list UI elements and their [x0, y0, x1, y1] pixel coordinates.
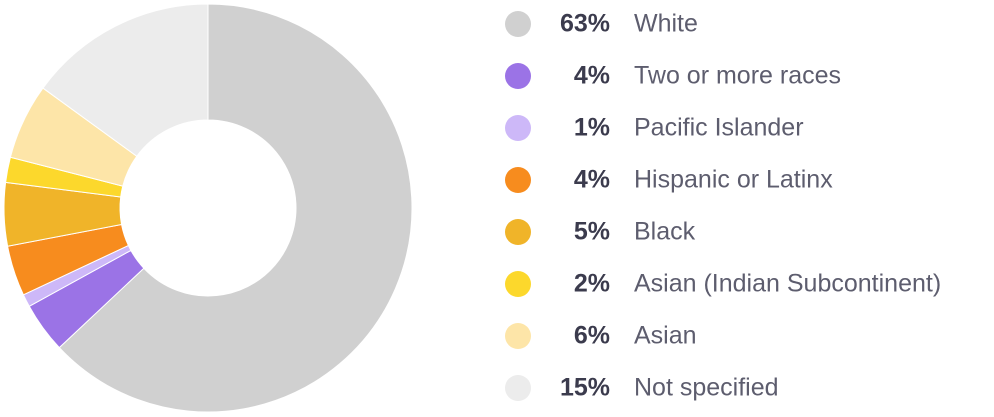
legend-swatch [505, 375, 531, 401]
legend-value: 4% [574, 166, 610, 194]
legend-swatch [505, 323, 531, 349]
legend-value: 1% [574, 114, 610, 142]
legend-label: Two or more races [634, 62, 841, 90]
legend-value: 15% [560, 374, 610, 402]
legend-swatch [505, 219, 531, 245]
legend-label: Black [634, 218, 696, 246]
legend-swatch [505, 115, 531, 141]
legend-swatch [505, 63, 531, 89]
legend-swatch [505, 271, 531, 297]
legend-value: 6% [574, 322, 610, 350]
pie-slice [58, 3, 413, 413]
legend-label: Hispanic or Latinx [634, 166, 833, 194]
legend-label: Asian [634, 322, 697, 350]
legend-label: Asian (Indian Subcontinent) [634, 270, 941, 298]
legend-swatch [505, 167, 531, 193]
legend-label: Not specified [634, 374, 779, 402]
legend-swatch [505, 11, 531, 37]
legend-value: 63% [560, 10, 610, 38]
pie-slice [42, 3, 209, 157]
legend-label: White [634, 10, 698, 38]
legend-label: Pacific Islander [634, 114, 804, 142]
legend-value: 4% [574, 62, 610, 90]
legend-value: 5% [574, 218, 610, 246]
legend-value: 2% [574, 270, 610, 298]
